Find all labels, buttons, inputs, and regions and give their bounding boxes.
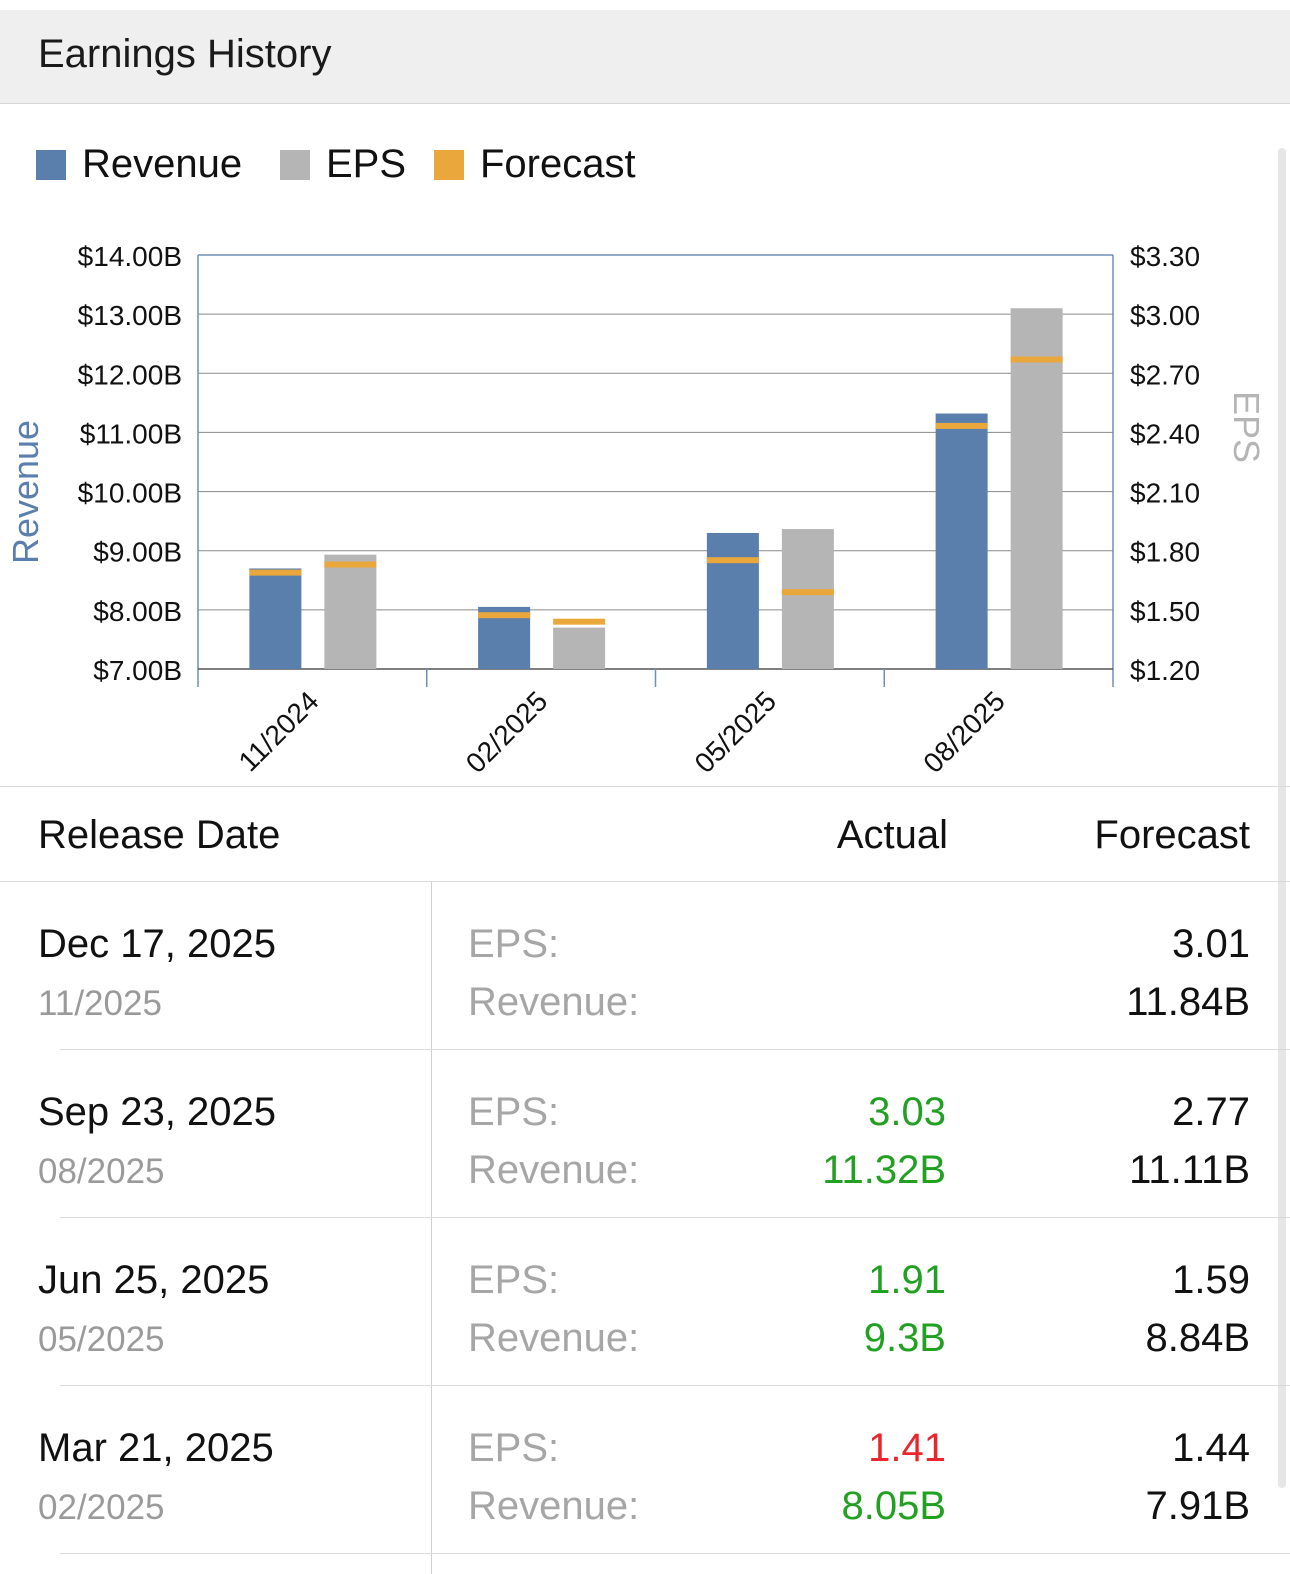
revenue-forecast: 11.11B xyxy=(1129,1148,1250,1192)
right-axis-title: EPS xyxy=(1226,391,1267,463)
revenue-forecast: 11.84B xyxy=(1126,980,1250,1024)
eps-label: EPS: xyxy=(468,922,560,966)
left-tick-label: $13.00B xyxy=(78,300,182,331)
legend-swatch-eps xyxy=(280,150,310,180)
revenue-bar xyxy=(935,413,988,669)
table-row-partial xyxy=(0,1554,1290,1574)
right-tick-label: $1.80 xyxy=(1130,537,1200,568)
table-header: Release Date Actual Forecast xyxy=(0,786,1290,882)
fiscal-period: 11/2025 xyxy=(38,984,162,1023)
right-tick-label: $1.50 xyxy=(1130,596,1200,627)
left-tick-label: $9.00B xyxy=(93,537,182,568)
revenue-forecast-marker xyxy=(478,612,531,619)
revenue-label: Revenue: xyxy=(468,1148,640,1192)
revenue-label: Revenue: xyxy=(468,1316,640,1360)
eps-forecast: 2.77 xyxy=(1172,1090,1250,1134)
release-date: Sep 23, 2025 xyxy=(38,1090,276,1134)
category-label: 11/2024 xyxy=(233,685,325,777)
table-row[interactable]: Sep 23, 2025 08/2025 EPS: Revenue: 3.03 … xyxy=(0,1050,1290,1218)
column-divider xyxy=(431,1050,432,1218)
legend-label-forecast: Forecast xyxy=(480,142,636,186)
row-divider xyxy=(60,1217,1290,1218)
left-axis-title: Revenue xyxy=(5,420,46,564)
scrollbar[interactable] xyxy=(1278,148,1286,1488)
right-tick-label: $3.30 xyxy=(1130,241,1200,272)
right-tick-label: $2.10 xyxy=(1130,478,1200,509)
left-tick-label: $7.00B xyxy=(93,655,182,686)
right-tick-label: $2.40 xyxy=(1130,418,1200,449)
table-row[interactable]: Dec 17, 2025 11/2025 EPS: Revenue: 3.01 … xyxy=(0,882,1290,1050)
revenue-forecast: 7.91B xyxy=(1145,1484,1250,1528)
eps-label: EPS: xyxy=(468,1258,560,1302)
legend-swatch-forecast xyxy=(434,150,464,180)
eps-label: EPS: xyxy=(468,1426,560,1470)
section-header: Earnings History xyxy=(0,10,1290,104)
eps-forecast: 1.59 xyxy=(1172,1258,1250,1302)
column-header-forecast: Forecast xyxy=(1094,813,1250,857)
release-date: Dec 17, 2025 xyxy=(38,922,276,966)
eps-forecast: 1.44 xyxy=(1172,1426,1250,1470)
right-tick-label: $1.20 xyxy=(1130,655,1200,686)
revenue-label: Revenue: xyxy=(468,1484,640,1528)
eps-label: EPS: xyxy=(468,1090,560,1134)
legend-swatch-revenue xyxy=(36,150,66,180)
row-divider xyxy=(60,1553,1290,1554)
earnings-chart: $7.00B $1.20 $8.00B $1.50 $9.00B $1.80 $10.00B… xyxy=(5,241,1267,779)
revenue-forecast: 8.84B xyxy=(1145,1316,1250,1360)
column-divider xyxy=(431,1218,432,1386)
eps-forecast-marker xyxy=(553,618,606,625)
eps-actual: 1.41 xyxy=(868,1426,946,1470)
status-area xyxy=(0,0,1290,10)
row-divider xyxy=(60,1385,1290,1386)
release-date: Mar 21, 2025 xyxy=(38,1426,274,1470)
eps-forecast: 3.01 xyxy=(1172,922,1250,966)
eps-actual: 1.91 xyxy=(868,1258,946,1302)
legend-label-eps: EPS xyxy=(326,142,407,186)
section-title: Earnings History xyxy=(38,32,332,76)
revenue-bar xyxy=(249,568,302,669)
release-date: Jun 25, 2025 xyxy=(38,1258,270,1302)
left-tick-label: $12.00B xyxy=(78,359,182,390)
category-label: 05/2025 xyxy=(689,685,782,778)
revenue-actual: 11.32B xyxy=(822,1148,946,1192)
revenue-label: Revenue: xyxy=(468,980,640,1024)
column-divider xyxy=(431,1554,432,1574)
revenue-actual: 8.05B xyxy=(841,1484,946,1528)
fiscal-period: 02/2025 xyxy=(38,1488,165,1527)
eps-actual: 3.03 xyxy=(868,1090,946,1134)
column-divider xyxy=(431,882,432,1050)
legend-label-revenue: Revenue xyxy=(82,142,243,186)
row-divider xyxy=(60,1049,1290,1050)
column-divider xyxy=(431,1386,432,1554)
right-tick-label: $3.00 xyxy=(1130,300,1200,331)
left-tick-label: $14.00B xyxy=(78,241,182,272)
category-label: 02/2025 xyxy=(460,685,553,778)
eps-forecast-marker xyxy=(781,589,834,596)
left-tick-label: $11.00B xyxy=(80,418,182,449)
left-tick-label: $8.00B xyxy=(93,596,182,627)
eps-forecast-marker xyxy=(1010,356,1063,363)
eps-bar xyxy=(553,627,606,669)
column-header-actual: Actual xyxy=(836,813,948,857)
table-row[interactable]: Jun 25, 2025 05/2025 EPS: Revenue: 1.91 … xyxy=(0,1218,1290,1386)
fiscal-period: 05/2025 xyxy=(38,1320,165,1359)
revenue-actual: 9.3B xyxy=(863,1316,946,1360)
category-label: 08/2025 xyxy=(917,685,1010,778)
table-row[interactable]: Mar 21, 2025 02/2025 EPS: Revenue: 1.41 … xyxy=(0,1386,1290,1554)
revenue-forecast-marker xyxy=(935,422,988,429)
revenue-forecast-marker xyxy=(249,569,302,576)
eps-bar xyxy=(781,529,834,669)
revenue-bar xyxy=(706,532,759,669)
eps-bar xyxy=(324,554,377,669)
eps-bar xyxy=(1010,308,1063,669)
eps-forecast-marker xyxy=(324,561,377,568)
revenue-forecast-marker xyxy=(706,557,759,564)
right-tick-label: $2.70 xyxy=(1130,359,1200,390)
left-tick-label: $10.00B xyxy=(78,478,182,509)
fiscal-period: 08/2025 xyxy=(38,1152,165,1191)
column-header-release-date: Release Date xyxy=(38,813,281,857)
